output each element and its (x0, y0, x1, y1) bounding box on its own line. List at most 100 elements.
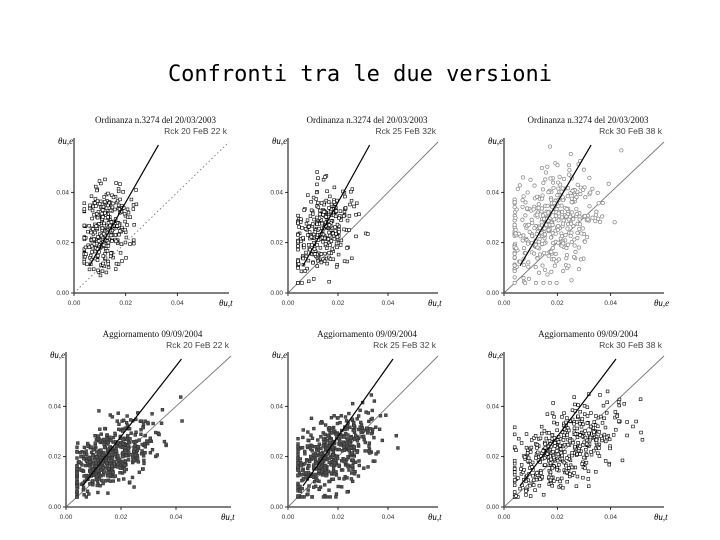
data-point (324, 198, 329, 203)
data-point (140, 449, 144, 453)
data-point (101, 204, 106, 209)
data-point (312, 217, 316, 222)
data-point (319, 201, 324, 205)
data-point (113, 233, 118, 237)
data-point (101, 481, 105, 486)
data-point (106, 262, 110, 266)
data-point (562, 460, 567, 465)
data-point (313, 252, 317, 256)
data-point (594, 209, 599, 214)
data-point (316, 438, 320, 442)
data-point (558, 483, 563, 488)
data-point (127, 450, 131, 454)
data-point (329, 431, 334, 435)
data-point (530, 220, 535, 226)
data-point (296, 444, 300, 449)
data-point (541, 180, 546, 185)
data-point (608, 446, 612, 451)
chart-panel-4: Aggiornamento 09/09/2004 Rck 20 FeB 22 k 0… (40, 326, 245, 529)
data-point (84, 252, 88, 256)
data-point (334, 209, 339, 213)
data-point (315, 170, 319, 174)
data-point (525, 190, 530, 195)
data-point (134, 202, 139, 207)
data-point (617, 403, 621, 408)
data-point (578, 444, 582, 449)
data-point (91, 467, 95, 472)
data-point (321, 240, 325, 244)
data-point (561, 218, 566, 223)
data-point (313, 444, 317, 449)
data-point (118, 229, 122, 233)
data-point (327, 488, 331, 492)
data-point (100, 226, 105, 230)
data-point (79, 454, 83, 459)
data-point (535, 446, 539, 450)
data-point (539, 206, 544, 211)
data-point (349, 445, 354, 450)
data-point (616, 400, 621, 404)
data-point (301, 256, 305, 261)
data-point (569, 239, 574, 245)
data-point (296, 442, 300, 446)
data-point (594, 414, 598, 418)
data-point (137, 438, 141, 442)
data-point (342, 477, 346, 481)
data-point (352, 204, 356, 209)
data-point (516, 476, 520, 480)
data-point (296, 452, 300, 457)
data-point (97, 452, 101, 457)
data-point (582, 404, 587, 408)
data-point (589, 450, 593, 454)
data-point (322, 440, 326, 444)
data-point (82, 207, 87, 211)
data-point (514, 448, 518, 452)
data-point (326, 433, 330, 438)
data-point (111, 470, 115, 475)
data-point (599, 414, 603, 419)
data-point (116, 189, 121, 194)
data-point (304, 475, 308, 479)
data-point (112, 459, 117, 464)
data-point (335, 245, 339, 250)
data-point (310, 436, 315, 440)
data-point (316, 448, 321, 453)
data-point (319, 435, 323, 439)
data-point (78, 451, 83, 455)
fit-line (302, 358, 394, 487)
data-point (321, 232, 326, 237)
data-point (122, 469, 127, 474)
data-point (342, 227, 346, 232)
data-point (352, 445, 357, 449)
data-point (538, 252, 543, 257)
data-point (357, 463, 362, 468)
data-point (105, 447, 110, 451)
data-point (550, 245, 555, 251)
data-point (378, 414, 383, 418)
data-point (106, 215, 110, 219)
data-point (525, 451, 530, 455)
data-point (513, 215, 518, 220)
data-point (90, 208, 95, 213)
data-point (302, 208, 306, 212)
data-point (551, 401, 555, 405)
data-point (327, 456, 332, 460)
data-point (307, 225, 311, 229)
data-point (307, 464, 311, 468)
data-point (514, 494, 518, 498)
data-point (95, 188, 99, 193)
data-point (546, 190, 551, 195)
data-point (83, 473, 88, 478)
y-axis-label: θu,e (272, 350, 287, 360)
data-point (123, 240, 128, 245)
data-point (355, 450, 359, 455)
data-point (314, 461, 319, 466)
data-point (580, 417, 585, 421)
data-point (600, 421, 605, 425)
data-point (88, 469, 92, 474)
data-point (540, 475, 544, 479)
data-point (98, 427, 102, 431)
data-point (123, 426, 127, 430)
data-point (539, 471, 543, 475)
